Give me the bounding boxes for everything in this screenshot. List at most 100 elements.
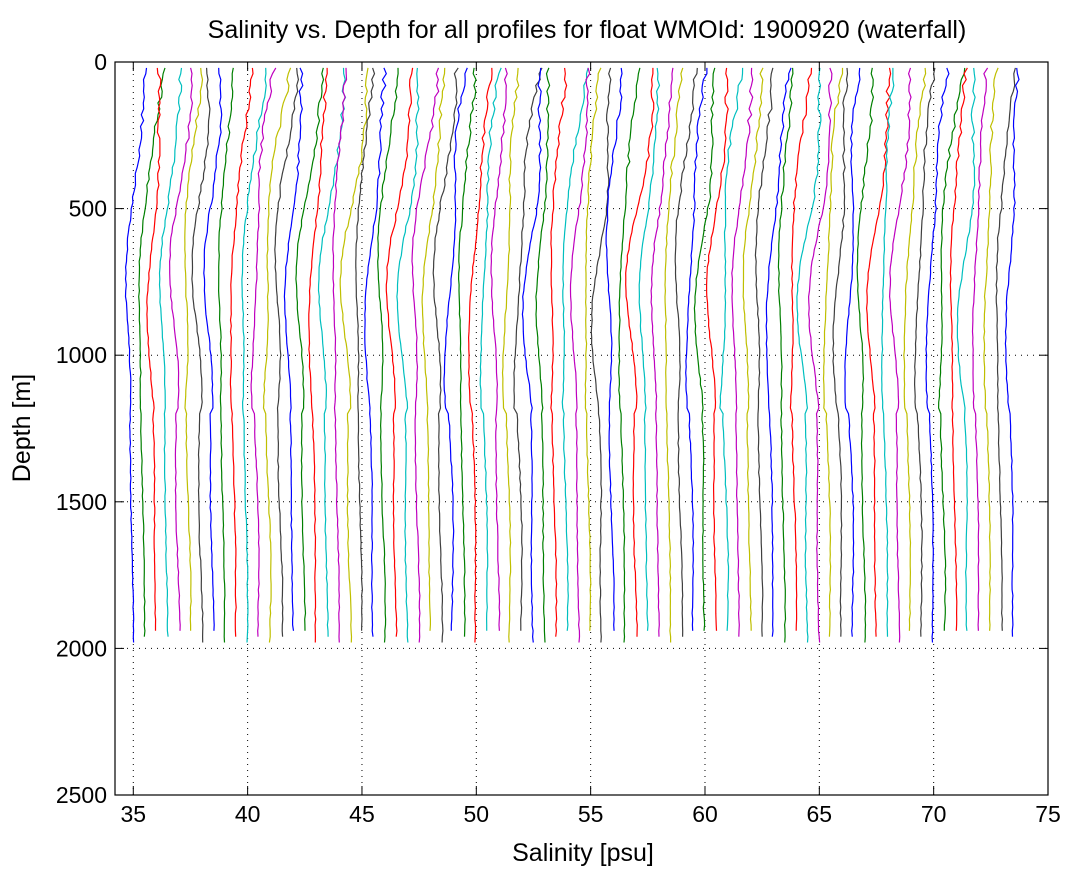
x-axis-label: Salinity [psu]: [512, 839, 654, 867]
x-tick-label: 70: [921, 801, 947, 827]
profile-line: [457, 67, 477, 637]
y-tick-label: 1500: [56, 489, 107, 515]
profile-line: [561, 67, 589, 631]
profile-line: [731, 67, 754, 637]
profile-line: [355, 67, 376, 631]
profile-line: [274, 67, 300, 637]
profile-lines: [124, 67, 1020, 643]
profile-line: [421, 67, 446, 631]
profile-line: [674, 67, 698, 637]
profile-line: [618, 67, 641, 643]
profile-line: [693, 67, 716, 631]
profile-line: [203, 67, 223, 631]
x-tick-label: 35: [120, 801, 146, 827]
profile-line: [625, 67, 655, 637]
profile-line: [191, 67, 211, 643]
profile-line: [584, 67, 602, 631]
profile-line: [490, 67, 508, 631]
profile-line: [888, 67, 912, 643]
x-tick-label: 55: [578, 801, 604, 827]
y-tick-label: 2500: [56, 782, 107, 808]
profile-line: [754, 67, 774, 637]
profile-line: [146, 67, 162, 631]
profile-line: [250, 67, 277, 637]
profile-line: [822, 67, 844, 637]
profile-line: [443, 67, 468, 631]
profile-line: [229, 67, 254, 637]
profile-line: [535, 67, 551, 643]
profile-line: [719, 67, 744, 631]
chart-title: Salinity vs. Depth for all profiles for …: [208, 16, 967, 44]
profile-line: [385, 67, 414, 637]
profile-line: [590, 67, 612, 643]
y-tick-label: 2000: [56, 635, 107, 661]
profile-line: [467, 67, 493, 643]
profile-line: [501, 67, 520, 643]
profile-line: [262, 67, 292, 643]
profile-line: [364, 67, 387, 637]
profile-line: [903, 67, 927, 631]
profile-line: [807, 67, 833, 643]
profile-line: [638, 67, 661, 631]
profile-line: [396, 67, 420, 643]
y-tick-label: 500: [69, 196, 107, 222]
profile-line: [308, 67, 328, 643]
profile-line: [705, 67, 729, 631]
plot-frame: [114, 61, 1049, 796]
profile-line: [158, 67, 183, 637]
axis-ticks: 35 40 45 50 55 60 65 70 75 0 500 1000 1500 2000 2500: [56, 49, 1061, 827]
profile-line: [550, 67, 568, 637]
profile-line: [971, 67, 989, 631]
profile-line: [377, 67, 399, 643]
y-axis-label: Depth [m]: [8, 374, 36, 482]
profile-line: [184, 67, 204, 631]
profile-line: [949, 67, 968, 631]
profile-line: [789, 67, 813, 631]
profile-line: [881, 67, 895, 637]
x-tick-label: 75: [1035, 801, 1061, 827]
profile-line: [913, 67, 936, 637]
profile-line: [983, 67, 999, 631]
x-tick-label: 50: [464, 801, 490, 827]
profile-line: [411, 67, 440, 643]
profile-line: [432, 67, 459, 643]
profile-line: [605, 67, 623, 631]
profile-line: [317, 67, 347, 637]
y-tick-label: 0: [94, 49, 107, 75]
profile-line: [217, 67, 234, 643]
profile-line: [844, 67, 861, 637]
profile-line: [832, 67, 849, 637]
profile-line: [664, 67, 684, 643]
profile-line: [332, 67, 348, 643]
profile-line: [569, 67, 591, 643]
profile-line: [856, 67, 875, 643]
profile-line: [685, 67, 708, 631]
x-tick-label: 45: [349, 801, 375, 827]
profile-line: [339, 67, 369, 643]
profile-line: [295, 67, 325, 631]
profile-line: [138, 67, 166, 637]
x-tick-label: 40: [235, 801, 261, 827]
profile-line: [742, 67, 764, 631]
x-tick-label: 65: [807, 801, 833, 827]
profile-line: [168, 67, 194, 631]
profile-line: [956, 67, 976, 631]
y-tick-label: 1000: [56, 342, 107, 368]
profile-line: [865, 67, 892, 637]
profile-line: [1004, 67, 1020, 637]
profile-line: [521, 67, 542, 643]
profile-line: [937, 67, 966, 631]
profile-line: [241, 67, 267, 643]
grid-lines: [115, 62, 1048, 795]
profile-line: [479, 67, 502, 631]
profile-line: [765, 67, 792, 637]
profile-line: [995, 67, 1016, 631]
profile-line: [796, 67, 822, 643]
profile-line: [777, 67, 794, 643]
profile-line: [650, 67, 674, 637]
profile-line: [513, 67, 543, 631]
x-tick-label: 60: [692, 801, 718, 827]
profile-line: [925, 67, 950, 643]
profile-line: [283, 67, 304, 631]
